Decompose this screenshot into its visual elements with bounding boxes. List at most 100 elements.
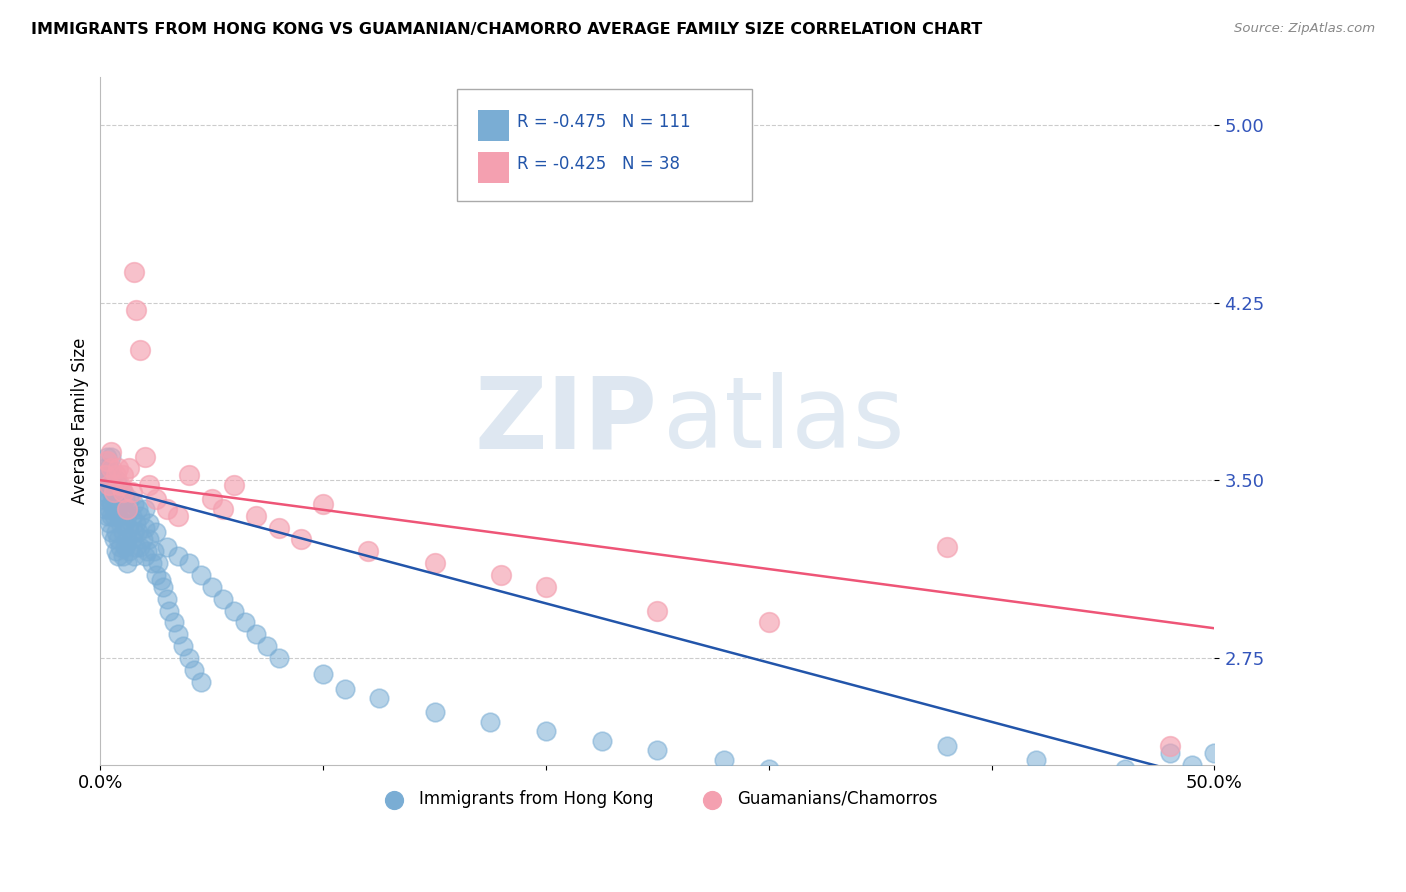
Point [110,497,132,511]
Point [357,544,380,558]
Point [103,478,125,492]
Point [103,492,125,507]
Point [115,556,138,570]
Point [1181,757,1204,772]
Point [138,533,160,547]
Point [245,508,267,523]
Point [107,478,129,492]
Point [141,556,163,570]
Point [1114,762,1136,776]
Point [145,568,167,582]
Point [233,615,256,630]
Point [118,544,141,558]
Point [129,540,152,554]
Point [104,468,127,483]
Point [110,516,132,530]
Point [100,497,122,511]
Point [100,468,122,483]
Point [103,485,125,500]
Point [167,508,190,523]
Point [118,520,141,534]
Point [534,724,557,739]
Point [936,739,959,753]
Point [145,492,167,507]
Point [136,544,159,558]
Point [118,461,141,475]
Point [107,492,129,507]
Point [121,485,143,500]
Point [179,651,201,665]
Point [212,501,235,516]
Point [267,651,290,665]
Point [96,454,118,468]
Point [156,591,179,606]
Point [107,533,129,547]
Point [104,485,127,500]
Point [167,549,190,563]
Point [114,516,136,530]
Point [190,674,212,689]
Point [100,508,122,523]
Point [534,580,557,594]
Text: R = -0.425   N = 38: R = -0.425 N = 38 [517,155,681,173]
Point [127,501,149,516]
Point [179,468,201,483]
Point [1159,746,1181,760]
Point [103,508,125,523]
Point [212,591,235,606]
Point [115,533,138,547]
Point [290,533,312,547]
Point [647,743,669,757]
Point [91,492,114,507]
Point [121,508,143,523]
Point [148,556,170,570]
Point [138,478,160,492]
Point [591,734,613,748]
Point [647,603,669,617]
Point [98,492,121,507]
Point [256,639,278,653]
Point [423,556,446,570]
Point [110,478,132,492]
Point [163,615,186,630]
Point [936,540,959,554]
Point [111,525,134,540]
Point [131,533,153,547]
Point [172,639,194,653]
Point [121,533,143,547]
Point [134,501,156,516]
Point [129,508,152,523]
Point [312,497,335,511]
Point [125,302,148,317]
Text: atlas: atlas [664,373,904,469]
Point [98,516,121,530]
Point [107,508,129,523]
Legend: Immigrants from Hong Kong, Guamanians/Chamorros: Immigrants from Hong Kong, Guamanians/Ch… [371,783,943,814]
Point [312,667,335,681]
Y-axis label: Average Family Size: Average Family Size [72,338,89,504]
Point [1159,739,1181,753]
Point [104,473,127,487]
Point [107,549,129,563]
Point [111,468,134,483]
Point [94,501,117,516]
Point [111,485,134,500]
Point [91,473,114,487]
Point [96,468,118,483]
Text: Source: ZipAtlas.com: Source: ZipAtlas.com [1234,22,1375,36]
Point [122,265,145,279]
Point [103,533,125,547]
Point [713,753,735,767]
Point [122,497,145,511]
Point [96,508,118,523]
Point [122,549,145,563]
Point [190,568,212,582]
Point [222,603,245,617]
Point [94,461,117,475]
Point [118,492,141,507]
Point [134,549,156,563]
Point [100,485,122,500]
Point [1204,746,1226,760]
Point [98,478,121,492]
Point [758,762,780,776]
